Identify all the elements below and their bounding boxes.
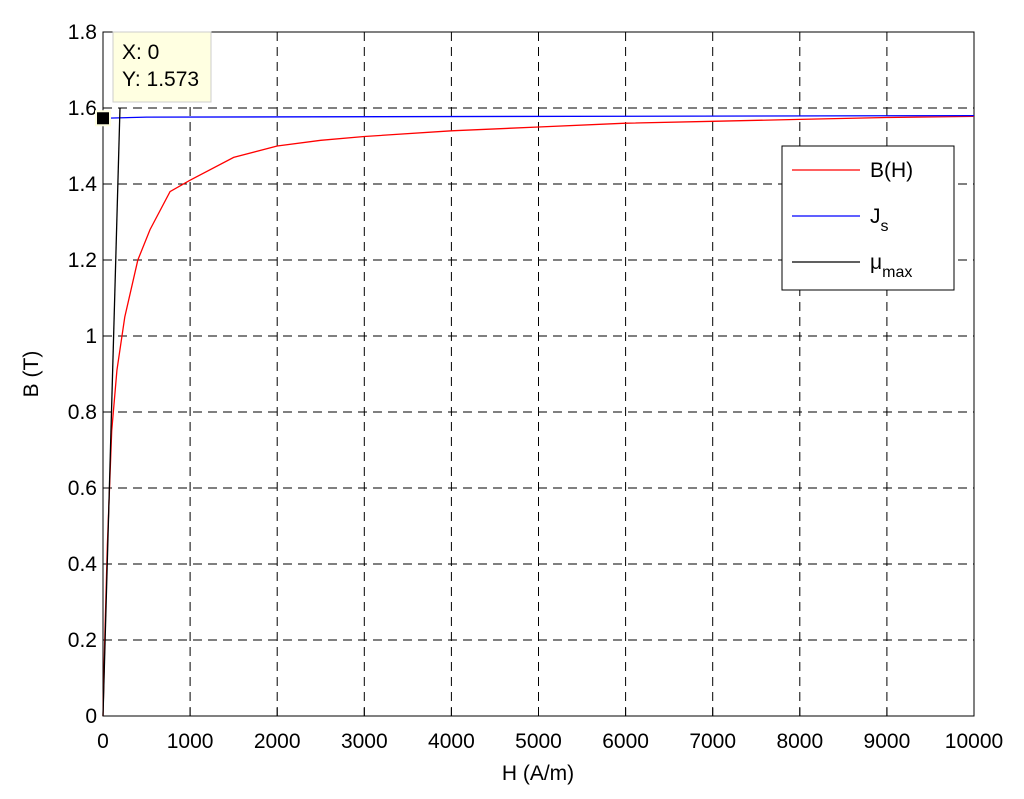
y-tick-label: 0.6 (68, 477, 97, 500)
y-tick-label: 1.6 (68, 97, 97, 120)
x-tick-label: 7000 (689, 730, 736, 753)
x-tick-label: 3000 (341, 730, 388, 753)
y-tick-label: 0 (85, 705, 97, 728)
x-axis-label: H (A/m) (502, 762, 574, 785)
legend-name: μ (870, 251, 882, 274)
y-tick-label: 0.8 (68, 401, 97, 424)
y-axis-label: B (T) (20, 351, 43, 398)
y-tick-label: 0.4 (68, 553, 98, 576)
y-tick-label: 1.4 (68, 173, 98, 196)
y-tick-label: 1.8 (68, 21, 97, 44)
series-line (102, 114, 975, 119)
datatip-marker (95, 110, 111, 127)
x-tick-label: 6000 (602, 730, 649, 753)
x-tick-label: 0 (97, 730, 109, 753)
x-tick-label: 10000 (945, 730, 1003, 753)
legend-label: Js (870, 205, 889, 235)
datatip-text: Y: 1.573 (122, 68, 199, 91)
y-tick-label: 1 (85, 325, 97, 348)
x-tick-label: 5000 (515, 730, 562, 753)
x-tick-label: 2000 (254, 730, 301, 753)
y-tick-label: 0.2 (68, 629, 97, 652)
legend-subscript: max (882, 264, 912, 281)
x-tick-label: 4000 (428, 730, 475, 753)
series-line (102, 115, 975, 717)
x-tick-label: 1000 (167, 730, 214, 753)
x-tick-label: 9000 (864, 730, 911, 753)
plot-frame (102, 31, 975, 717)
legend-box (781, 145, 955, 291)
datatip-text: X: 0 (122, 41, 159, 64)
series-line (102, 107, 121, 717)
y-tick-label: 1.2 (68, 249, 97, 272)
legend-label: μmax (870, 251, 912, 281)
x-tick-label: 8000 (776, 730, 823, 753)
legend-subscript: s (881, 218, 889, 235)
legend-name: J (870, 205, 881, 228)
datatip-box (112, 31, 212, 103)
legend-label: B(H) (870, 159, 913, 182)
legend-name: B(H) (870, 159, 913, 182)
